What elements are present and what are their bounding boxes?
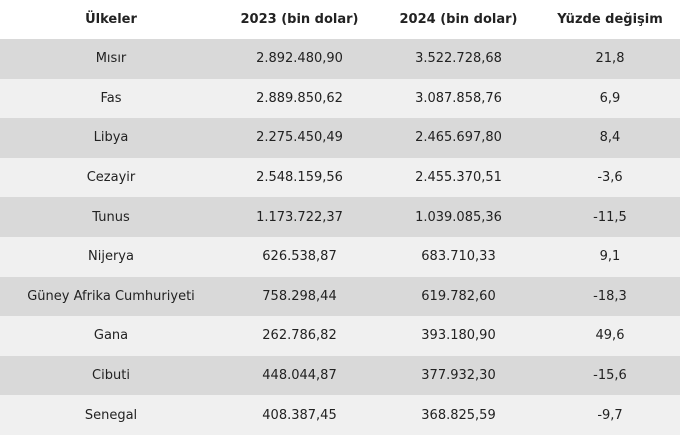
cell-country: Cezayir [0,157,222,198]
cell-change: 6,9 [540,78,680,119]
table-row: Cibuti 448.044,87 377.932,30 -15,6 [0,355,680,396]
cell-2023: 408.387,45 [222,395,377,435]
cell-2024: 368.825,59 [377,395,540,435]
cell-country: Güney Afrika Cumhuriyeti [0,276,222,317]
cell-country: Tunus [0,197,222,237]
cell-change: -15,6 [540,355,680,396]
cell-2024: 1.039.085,36 [377,197,540,237]
table-row: Tunus 1.173.722,37 1.039.085,36 -11,5 [0,197,680,237]
cell-2023: 1.173.722,37 [222,197,377,237]
cell-2024: 2.465.697,80 [377,118,540,158]
cell-country: Gana [0,316,222,356]
cell-change: -9,7 [540,395,680,435]
header-2024: 2024 (bin dolar) [377,0,540,39]
table-body: Mısır 2.892.480,90 3.522.728,68 21,8 Fas… [0,39,680,435]
cell-2023: 448.044,87 [222,355,377,396]
cell-2023: 262.786,82 [222,316,377,356]
table-row: Güney Afrika Cumhuriyeti 758.298,44 619.… [0,276,680,317]
header-country: Ülkeler [0,0,222,39]
cell-change: -3,6 [540,157,680,198]
cell-2024: 393.180,90 [377,316,540,356]
cell-country: Senegal [0,395,222,435]
cell-change: -18,3 [540,276,680,317]
cell-2024: 2.455.370,51 [377,157,540,198]
header-row: Ülkeler 2023 (bin dolar) 2024 (bin dolar… [0,0,680,39]
cell-2023: 2.889.850,62 [222,78,377,119]
header-change: Yüzde değişim [540,0,680,39]
cell-change: -11,5 [540,197,680,237]
table-row: Gana 262.786,82 393.180,90 49,6 [0,316,680,356]
table-row: Mısır 2.892.480,90 3.522.728,68 21,8 [0,39,680,79]
cell-2023: 758.298,44 [222,276,377,317]
cell-country: Cibuti [0,355,222,396]
cell-country: Fas [0,78,222,119]
cell-2024: 377.932,30 [377,355,540,396]
table-header: Ülkeler 2023 (bin dolar) 2024 (bin dolar… [0,0,680,39]
header-2023: 2023 (bin dolar) [222,0,377,39]
table-row: Nijerya 626.538,87 683.710,33 9,1 [0,236,680,277]
cell-2024: 3.087.858,76 [377,78,540,119]
table-row: Fas 2.889.850,62 3.087.858,76 6,9 [0,78,680,119]
cell-country: Nijerya [0,236,222,277]
table-row: Cezayir 2.548.159,56 2.455.370,51 -3,6 [0,157,680,198]
cell-change: 21,8 [540,39,680,79]
cell-2023: 2.275.450,49 [222,118,377,158]
cell-country: Libya [0,118,222,158]
table-row: Senegal 408.387,45 368.825,59 -9,7 [0,395,680,435]
cell-2023: 626.538,87 [222,236,377,277]
cell-country: Mısır [0,39,222,79]
cell-change: 9,1 [540,236,680,277]
cell-change: 49,6 [540,316,680,356]
cell-2023: 2.892.480,90 [222,39,377,79]
table-row: Libya 2.275.450,49 2.465.697,80 8,4 [0,118,680,158]
cell-2024: 3.522.728,68 [377,39,540,79]
cell-change: 8,4 [540,118,680,158]
cell-2024: 683.710,33 [377,236,540,277]
cell-2024: 619.782,60 [377,276,540,317]
cell-2023: 2.548.159,56 [222,157,377,198]
